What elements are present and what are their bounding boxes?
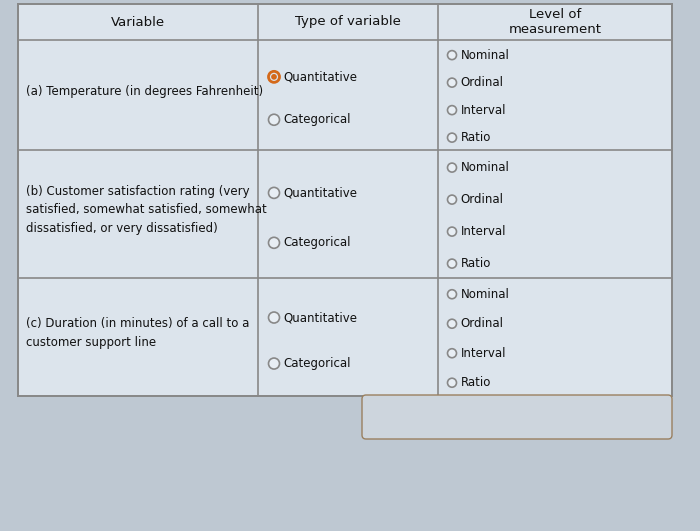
Bar xyxy=(18,4,672,396)
Circle shape xyxy=(447,227,456,236)
Text: ↺: ↺ xyxy=(515,408,531,426)
Circle shape xyxy=(269,358,279,369)
Circle shape xyxy=(269,312,279,323)
Text: Interval: Interval xyxy=(461,347,506,359)
Circle shape xyxy=(271,74,277,80)
Circle shape xyxy=(447,78,456,87)
Text: Ratio: Ratio xyxy=(461,257,491,270)
Text: Categorical: Categorical xyxy=(284,236,351,249)
Text: Ordinal: Ordinal xyxy=(461,317,503,330)
Text: Ratio: Ratio xyxy=(461,376,491,389)
Text: Nominal: Nominal xyxy=(461,161,510,174)
Text: (c) Duration (in minutes) of a call to a
customer support line: (c) Duration (in minutes) of a call to a… xyxy=(26,317,249,349)
Text: Interval: Interval xyxy=(461,104,506,117)
Text: Level of
measurement: Level of measurement xyxy=(508,8,601,36)
Text: Nominal: Nominal xyxy=(461,49,510,62)
Circle shape xyxy=(447,50,456,59)
Text: Ordinal: Ordinal xyxy=(461,193,503,206)
Circle shape xyxy=(447,195,456,204)
Circle shape xyxy=(269,237,279,249)
Circle shape xyxy=(447,319,456,328)
Circle shape xyxy=(447,163,456,172)
Circle shape xyxy=(269,187,279,199)
Circle shape xyxy=(447,106,456,115)
Text: ?: ? xyxy=(603,408,612,426)
Circle shape xyxy=(269,114,279,125)
Text: Ordinal: Ordinal xyxy=(461,76,503,89)
Text: Categorical: Categorical xyxy=(284,357,351,370)
Circle shape xyxy=(447,378,456,387)
Text: ×: × xyxy=(422,408,437,426)
Circle shape xyxy=(447,259,456,268)
Text: (b) Customer satisfaction rating (very
satisfied, somewhat satisfied, somewhat
d: (b) Customer satisfaction rating (very s… xyxy=(26,185,267,235)
Circle shape xyxy=(447,290,456,299)
Text: Variable: Variable xyxy=(111,15,165,29)
Text: Categorical: Categorical xyxy=(284,113,351,126)
Text: Interval: Interval xyxy=(461,225,506,238)
Text: Type of variable: Type of variable xyxy=(295,15,401,29)
Text: Nominal: Nominal xyxy=(461,288,510,301)
Text: Quantitative: Quantitative xyxy=(284,186,358,199)
Circle shape xyxy=(447,133,456,142)
Text: Quantitative: Quantitative xyxy=(284,311,358,324)
Circle shape xyxy=(447,349,456,358)
Text: Ratio: Ratio xyxy=(461,131,491,144)
Text: (a) Temperature (in degrees Fahrenheit): (a) Temperature (in degrees Fahrenheit) xyxy=(26,84,263,98)
FancyBboxPatch shape xyxy=(362,395,672,439)
Text: Quantitative: Quantitative xyxy=(284,70,358,83)
